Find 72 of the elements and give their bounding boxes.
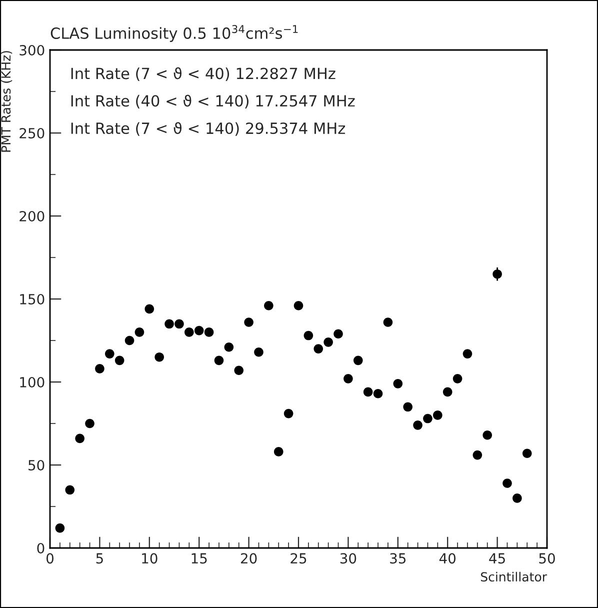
point (55, 523, 65, 533)
point (284, 408, 294, 418)
point (472, 450, 482, 460)
x-tick-label: 40 (439, 553, 456, 564)
point (194, 326, 204, 336)
point (383, 318, 393, 327)
point (403, 402, 412, 412)
x-tick-label: 50 (539, 553, 555, 564)
point (75, 434, 84, 444)
point (502, 478, 512, 488)
point (264, 300, 274, 310)
y-axis-title: PMT Rates (KHz) (0, 51, 12, 152)
x-tick-label: 20 (240, 553, 257, 564)
point (65, 485, 75, 495)
point (304, 330, 314, 340)
point (363, 387, 373, 397)
y-tick-label: 0 (37, 542, 44, 554)
point (452, 374, 462, 384)
point (164, 319, 174, 329)
x-tick-label: 15 (192, 553, 207, 564)
point (254, 347, 264, 357)
point (324, 338, 333, 347)
point (154, 352, 164, 362)
point (124, 336, 134, 346)
point (244, 318, 254, 327)
annotation: Int Rate (40 < ϑ < 140) 17.2547 MHz (71, 94, 355, 108)
point (462, 349, 472, 358)
x-tick-label: 25 (290, 553, 306, 564)
point (373, 388, 383, 398)
y-tick-label: 300 (20, 44, 44, 56)
y-tick-label: 50 (28, 460, 44, 470)
point (174, 319, 184, 329)
point (234, 366, 244, 376)
point (274, 447, 284, 456)
point (344, 374, 353, 384)
point (95, 364, 104, 374)
point (294, 300, 304, 310)
annotation: Int Rate (7 < ϑ < 140) 29.5374 MHz (71, 122, 346, 136)
point (512, 494, 522, 503)
x-tick-label: 0 (46, 553, 54, 564)
point (204, 328, 214, 337)
annotation: Int Rate (7 < ϑ < 40) 12.2827 MHz (71, 67, 336, 82)
y-tick-label: 150 (20, 294, 44, 304)
x-axis-title: Scintillator (480, 572, 547, 582)
y-tick-label: 200 (20, 210, 44, 222)
chart-title: CLAS Luminosity 0.5 10$^{34}$cm²s$^{−1}$ (50, 24, 298, 42)
point (482, 430, 492, 440)
y-tick-label: 250 (20, 128, 44, 138)
point (85, 418, 94, 428)
y-tick-label: 100 (20, 376, 44, 388)
point (433, 410, 442, 420)
point (224, 342, 234, 352)
point (144, 304, 154, 314)
point (214, 356, 224, 366)
point (314, 344, 324, 354)
x-tick-label: 30 (340, 553, 356, 564)
point (522, 448, 532, 458)
x-tick-label: 10 (142, 553, 158, 564)
point (184, 328, 194, 337)
x-tick-label: 45 (489, 553, 505, 564)
point (423, 414, 432, 424)
x-tick-label: 5 (96, 553, 103, 564)
point (413, 420, 422, 430)
point (353, 356, 363, 366)
point (114, 356, 124, 366)
point (492, 269, 502, 279)
point (104, 349, 114, 358)
x-tick-label: 35 (390, 553, 406, 564)
point (334, 329, 343, 339)
point (393, 379, 403, 388)
point (134, 328, 144, 337)
point (442, 387, 452, 397)
